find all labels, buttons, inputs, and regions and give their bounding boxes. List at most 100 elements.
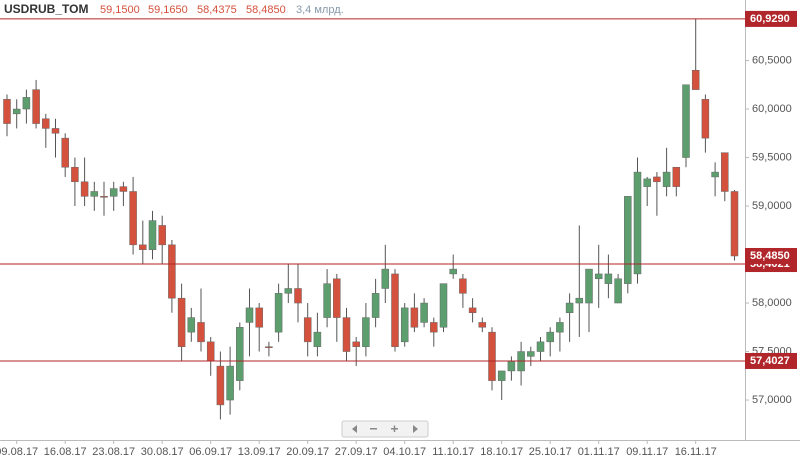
x-tick-label: 25.10.17 (529, 446, 572, 458)
candle-body (672, 166, 681, 187)
x-tick-label: 20.09.17 (286, 446, 329, 458)
candle-body (139, 244, 147, 250)
candle-body (662, 171, 671, 187)
candle-body (546, 331, 554, 343)
candle-body (313, 331, 322, 347)
y-tick-label: 59,0000 (752, 200, 792, 212)
last-price-box (745, 247, 797, 264)
x-tick-label: 16.08.17 (44, 446, 87, 458)
candle-body (643, 178, 651, 187)
candle-body (80, 181, 89, 197)
x-tick-label: 13.09.17 (238, 446, 281, 458)
candle-body (119, 186, 128, 192)
x-tick-label: 11.10.17 (432, 446, 474, 458)
y-tick-label: 59,5000 (752, 151, 792, 163)
candle-body (439, 283, 448, 328)
candle-body (42, 118, 50, 129)
candle-body (497, 370, 506, 381)
plot: 57,000057,500058,000059,000059,500060,00… (0, 10, 797, 458)
x-tick-label: 18.10.17 (480, 446, 523, 458)
navigator (341, 420, 429, 438)
x-tick-label: 23.08.17 (92, 446, 135, 458)
candle-body (527, 351, 535, 357)
candle-body (691, 69, 700, 90)
candle-body (507, 360, 516, 372)
candle-body (614, 278, 622, 304)
y-tick-label: 58,0000 (752, 297, 792, 309)
candle-body (565, 302, 574, 313)
candle-body (274, 293, 283, 333)
y-tick-label: 57,0000 (752, 394, 792, 406)
candle-body (3, 99, 11, 124)
navigator-bar (341, 420, 429, 438)
candle-body (410, 307, 419, 328)
y-tick-label: 60,5000 (752, 54, 792, 66)
scroll-right-button[interactable] (413, 425, 418, 433)
candle-body (197, 322, 205, 343)
candle-body (148, 220, 157, 250)
price-level-box (745, 352, 797, 369)
candle-body (488, 331, 496, 381)
candle-body (303, 317, 312, 343)
candle-body (22, 97, 31, 110)
candle-body (556, 322, 564, 333)
header-open: 59,1500 (100, 4, 140, 16)
candle-body (536, 341, 545, 352)
candle-body (624, 196, 632, 284)
candle-body (226, 365, 234, 401)
x-tick-label: 30.08.17 (141, 446, 184, 458)
candle-body (333, 278, 341, 318)
x-tick-label: 16.11.17 (675, 446, 717, 458)
candle-body (158, 225, 166, 246)
candle-body (400, 307, 409, 343)
zoom-out-button[interactable] (370, 428, 377, 430)
candle-body (255, 307, 263, 328)
candle-body (187, 317, 196, 333)
candle-body (284, 288, 293, 294)
candle-body (371, 293, 380, 318)
candle-body (342, 317, 351, 352)
candle-body (206, 341, 215, 362)
candle-body (71, 166, 79, 183)
candle-body (653, 176, 661, 183)
price-level-label: 57,4027 (750, 355, 790, 367)
last-price-label: 58,4850 (750, 250, 790, 262)
zoom-in-button[interactable] (391, 425, 398, 433)
candle-body (129, 191, 137, 246)
header-low: 58,4375 (197, 4, 237, 16)
candle-body (100, 196, 108, 198)
candle-body (594, 273, 603, 280)
header-close: 58,4850 (246, 4, 286, 16)
candle-body (721, 152, 729, 192)
candle-body (51, 128, 60, 134)
candle-body (90, 191, 99, 197)
candle-body (468, 307, 477, 313)
candle-body (381, 268, 390, 289)
candle-body (265, 346, 273, 348)
x-tick-label: 09.08.17 (0, 446, 38, 458)
y-tick-label: 60,0000 (752, 103, 792, 115)
candle-body (604, 273, 613, 284)
x-tick-label: 04.10.17 (383, 446, 426, 458)
x-tick-label: 06.09.17 (189, 446, 232, 458)
scroll-left-button[interactable] (352, 425, 357, 433)
candle-body (245, 307, 254, 323)
candle-body (682, 84, 690, 158)
candle-body (362, 317, 370, 347)
candle-body (701, 99, 710, 139)
candle-body (12, 108, 21, 115)
candle-body (585, 268, 593, 304)
candle-body (430, 322, 438, 333)
candle-body (109, 188, 118, 197)
candle-body (32, 89, 40, 124)
candle-body (730, 191, 739, 257)
x-tick-label: 27.09.17 (335, 446, 378, 458)
header-volume: 3,4 млрд. (296, 4, 344, 16)
candle-body (323, 283, 331, 318)
candle-body (216, 365, 225, 406)
candle-body (168, 244, 176, 299)
candle-body (294, 288, 302, 304)
chart-title: USDRUB_TOM (4, 2, 88, 16)
